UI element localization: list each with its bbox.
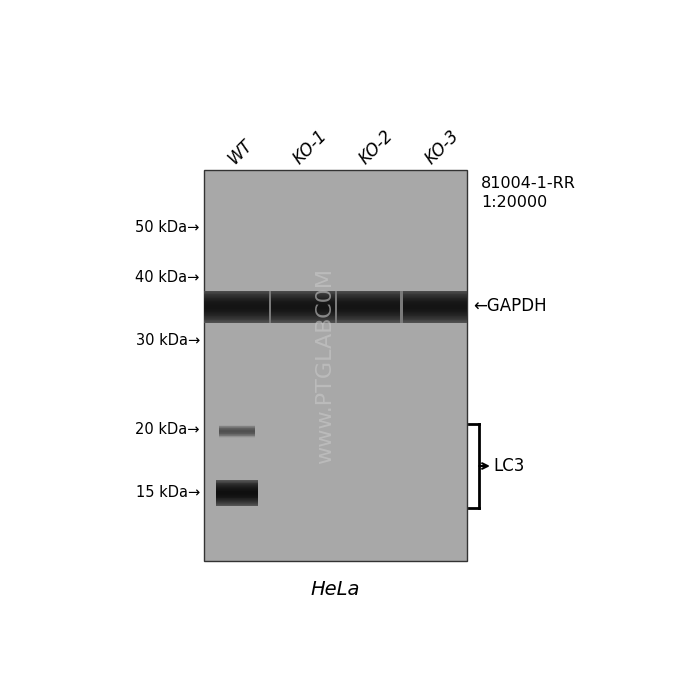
Bar [204,296,468,297]
Bar [204,312,468,314]
Bar [216,491,258,492]
Bar [204,313,468,314]
Text: 40 kDa→: 40 kDa→ [135,270,199,284]
Bar [219,437,255,438]
Bar [219,429,255,430]
Text: www.PTGLABC0M: www.PTGLABC0M [315,267,335,463]
Bar [204,319,468,321]
Bar [216,482,258,484]
Bar [204,314,468,315]
Text: KO-1: KO-1 [290,127,331,167]
Bar [219,433,255,434]
Bar [216,486,258,487]
Bar [219,427,255,428]
Bar [204,295,468,296]
Bar [216,503,258,505]
Bar [204,320,468,321]
Bar [216,502,258,503]
Text: 20 kDa→: 20 kDa→ [135,422,199,437]
Bar [219,432,255,433]
Bar [216,500,258,502]
Bar [216,483,258,484]
Bar [204,295,468,297]
Bar [219,425,255,426]
Bar [335,291,337,323]
Text: 15 kDa→: 15 kDa→ [136,485,200,500]
Bar [219,430,255,431]
Bar [216,494,258,495]
Text: KO-3: KO-3 [421,127,463,167]
Text: LC3: LC3 [494,457,525,475]
Bar [204,321,468,323]
Bar [219,426,255,427]
Bar [204,291,468,293]
Bar [216,489,258,490]
Bar [204,318,468,320]
Bar [216,505,258,506]
Bar [204,314,468,316]
Bar [204,293,468,295]
Bar [204,290,468,292]
Bar [216,485,258,486]
Bar [204,300,468,302]
Bar [204,301,468,302]
Bar [219,434,255,435]
Bar [216,500,258,501]
Bar [204,170,468,561]
Text: 50 kDa→: 50 kDa→ [135,220,199,235]
Bar [204,307,468,309]
Bar [204,303,468,304]
Bar [219,435,255,437]
Bar [219,431,255,432]
Bar [216,493,258,494]
Bar [216,492,258,493]
Bar [216,481,258,482]
Bar [216,489,258,491]
Bar [204,316,468,317]
Text: ←GAPDH: ←GAPDH [473,298,546,316]
Bar [219,436,255,438]
Bar [219,428,255,429]
Bar [204,302,468,303]
Bar [204,309,468,311]
Bar [400,291,402,323]
Bar [219,433,255,435]
Bar [204,304,468,305]
Bar [216,498,258,499]
Bar [216,480,258,481]
Bar [204,297,468,298]
Bar [204,306,468,307]
Bar [204,305,468,306]
Bar [216,499,258,500]
Text: 30 kDa→: 30 kDa→ [136,332,200,348]
Bar [216,497,258,498]
Bar [204,309,468,310]
Text: HeLa: HeLa [311,580,360,599]
Text: WT: WT [224,136,256,167]
Bar [216,496,258,498]
Bar [219,435,255,436]
Bar [204,310,468,312]
Bar [204,321,468,322]
Text: KO-2: KO-2 [356,127,397,167]
Bar [269,291,271,323]
Bar [216,496,258,497]
Bar [219,432,255,433]
Bar [204,308,468,309]
Bar [216,484,258,485]
Bar [216,486,258,488]
Bar [204,298,468,299]
Text: 81004-1-RR
1:20000: 81004-1-RR 1:20000 [481,176,575,211]
Bar [204,300,468,301]
Bar [204,315,468,316]
Bar [204,307,468,308]
Bar [204,302,468,304]
Bar [204,316,468,318]
Bar [216,490,258,491]
Bar [204,299,468,300]
Bar [216,495,258,496]
Bar [204,294,468,295]
Bar [216,488,258,489]
Bar [216,503,258,504]
